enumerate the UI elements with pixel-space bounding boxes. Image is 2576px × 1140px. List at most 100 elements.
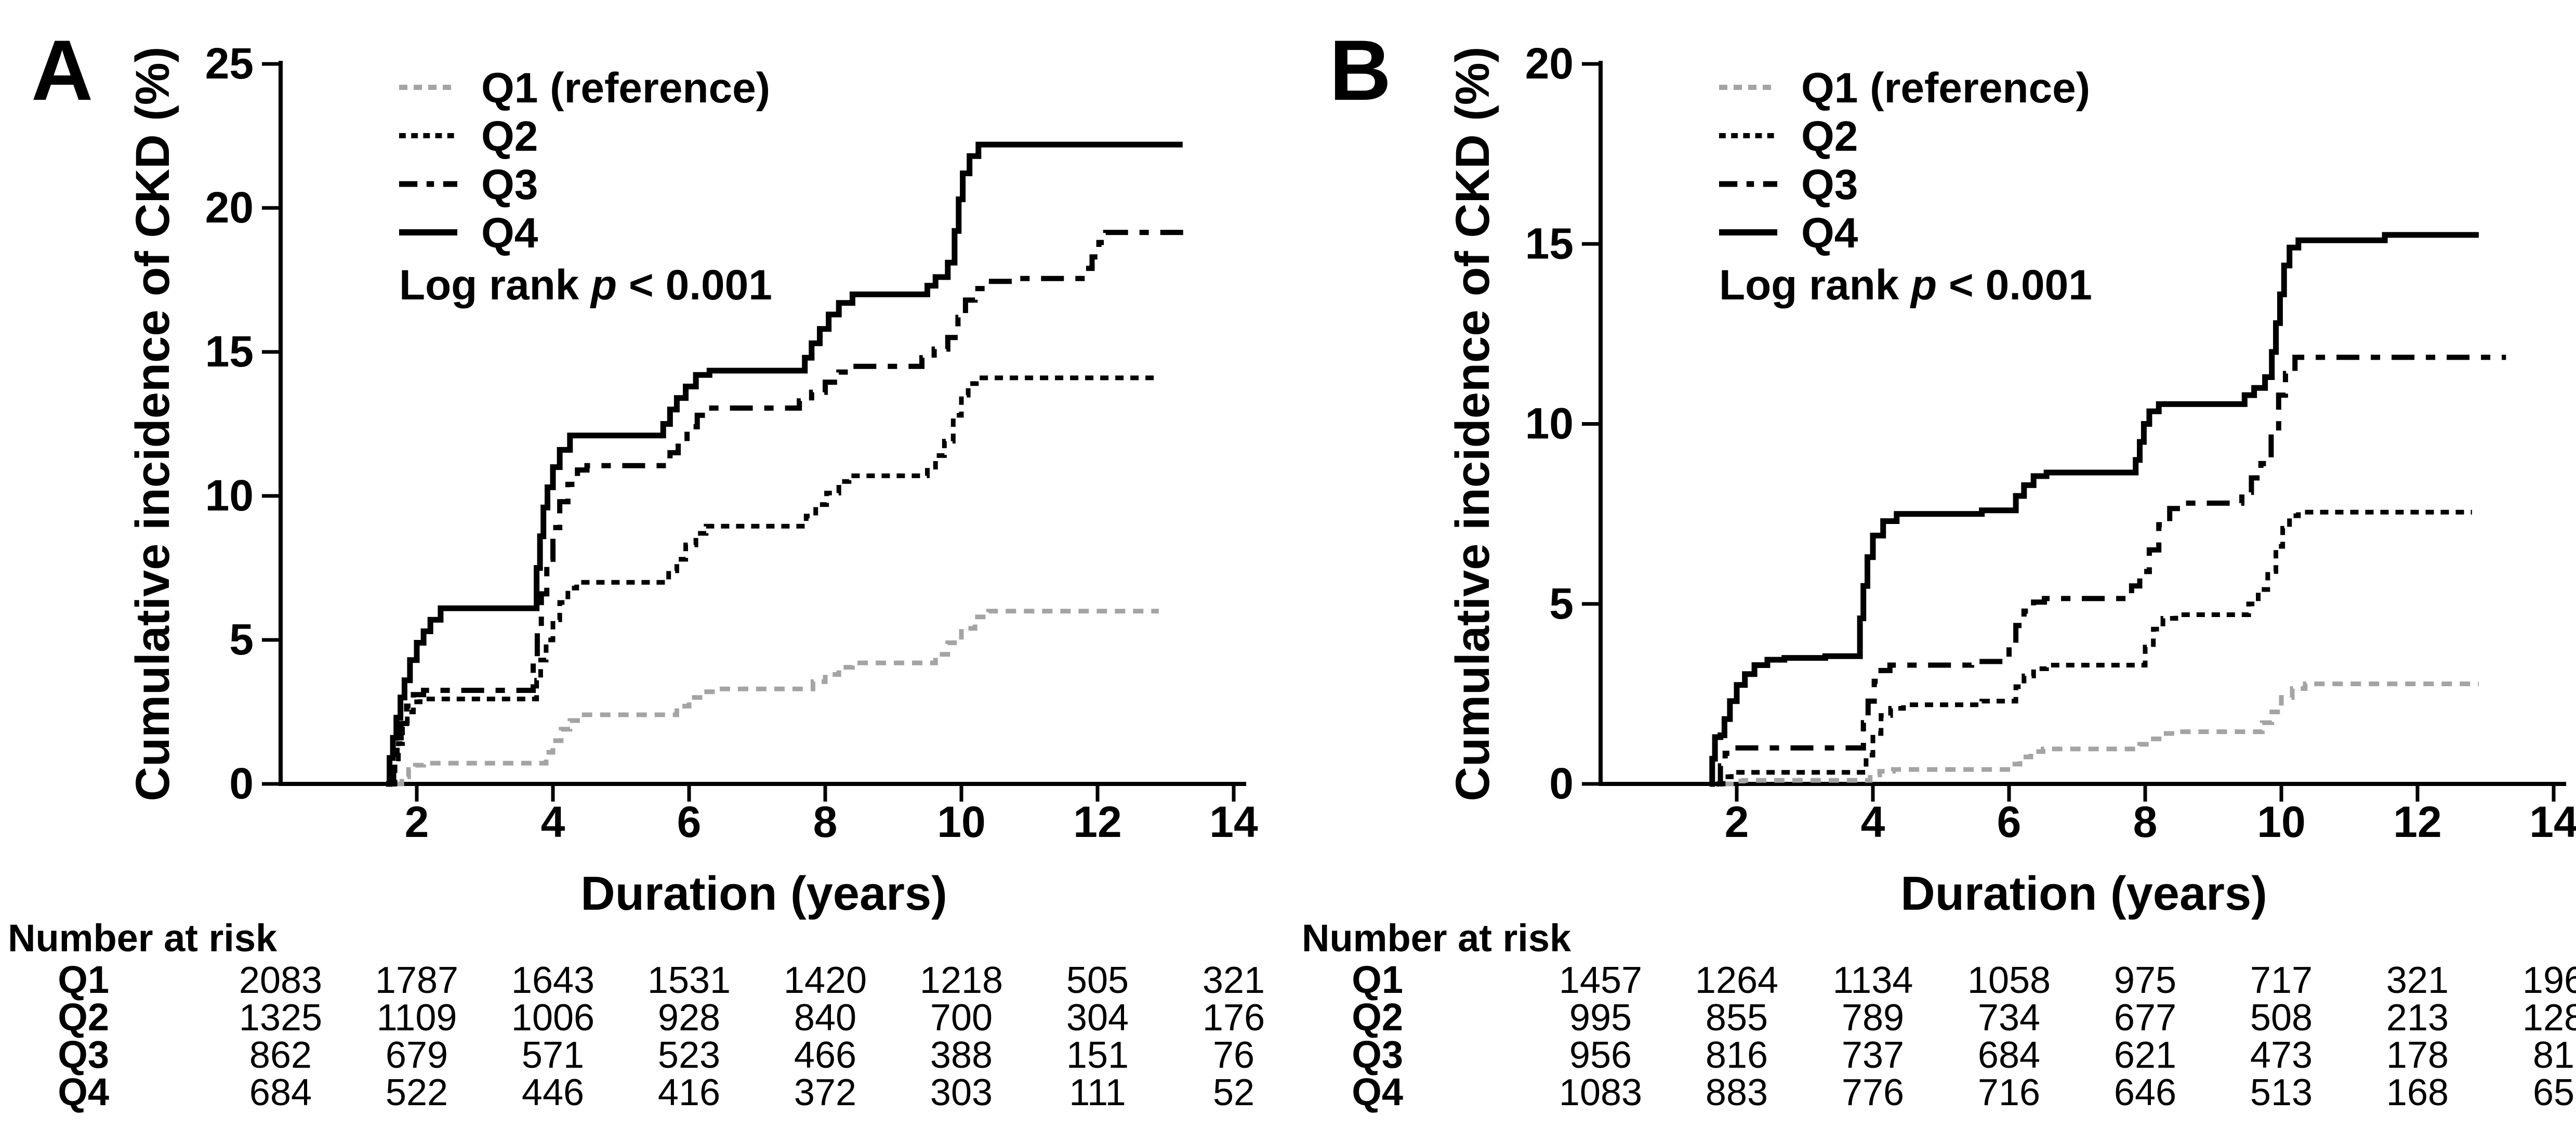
x-tick-label: 4	[1861, 797, 1885, 846]
x-tick-label: 8	[813, 797, 838, 846]
risk-value: 928	[658, 997, 720, 1039]
y-tick-label: 20	[205, 183, 254, 232]
risk-value: 1264	[1695, 960, 1778, 1001]
risk-row-label: Q2	[1352, 995, 1403, 1039]
risk-value: 76	[1213, 1034, 1254, 1076]
legend-label-q3: Q3	[481, 161, 538, 208]
risk-row-label: Q2	[58, 995, 109, 1039]
y-tick-label: 10	[1525, 399, 1574, 448]
legend-label-q2: Q2	[481, 113, 538, 160]
risk-row-label: Q1	[1352, 958, 1403, 1001]
series-q3-curve	[389, 230, 1186, 787]
risk-value: 1218	[920, 960, 1003, 1001]
y-tick-label: 25	[205, 39, 254, 88]
logrank-annotation: Log rank p < 0.001	[1719, 261, 2092, 309]
risk-value: 128	[2522, 997, 2576, 1039]
logrank-prefix: Log rank	[1719, 261, 1911, 309]
risk-row-label: Q3	[1352, 1033, 1403, 1076]
risk-row-label: Q4	[1352, 1070, 1403, 1113]
risk-value: 1109	[377, 997, 457, 1039]
logrank-suffix: < 0.001	[1937, 261, 2092, 309]
risk-value: 505	[1066, 960, 1129, 1001]
x-tick-label: 14	[1209, 797, 1258, 846]
risk-value: 717	[2250, 960, 2313, 1001]
risk-value: 677	[2114, 997, 2176, 1039]
risk-value: 1643	[511, 960, 595, 1001]
risk-value: 737	[1842, 1034, 1904, 1076]
legend-label-q4: Q4	[1801, 209, 1858, 257]
risk-value: 508	[2250, 997, 2313, 1039]
risk-row-label: Q4	[58, 1070, 109, 1113]
risk-value: 776	[1842, 1072, 1904, 1113]
x-tick-label: 2	[1725, 797, 1749, 846]
risk-value: 196	[2522, 960, 2576, 1001]
logrank-p: p	[590, 261, 617, 309]
risk-value: 646	[2114, 1072, 2176, 1113]
panel-letter-a: A	[31, 22, 93, 118]
risk-value: 684	[249, 1072, 312, 1113]
series-q4-curve	[386, 141, 1183, 787]
y-tick-label: 15	[1525, 219, 1574, 268]
y-tick-label: 0	[1549, 759, 1574, 808]
risk-value: 372	[794, 1072, 856, 1113]
risk-value: 684	[1978, 1034, 2040, 1076]
risk-value: 956	[1569, 1034, 1632, 1076]
risk-value: 840	[794, 997, 856, 1039]
series-q1-curve	[1723, 682, 2479, 787]
y-tick-label: 10	[205, 471, 254, 520]
risk-value: 571	[522, 1034, 584, 1076]
y-axis-title: Cumulative incidence of CKD (%)	[1446, 47, 1499, 802]
risk-value: 734	[1978, 997, 2040, 1039]
risk-value: 168	[2386, 1072, 2449, 1113]
x-axis-title: Duration (years)	[1900, 867, 2267, 920]
legend-label-q4: Q4	[481, 209, 538, 257]
risk-value: 621	[2114, 1034, 2176, 1076]
risk-value: 716	[1978, 1072, 2040, 1113]
risk-value: 700	[930, 997, 993, 1039]
x-tick-label: 6	[1997, 797, 2022, 846]
legend-label-q1: Q1 (reference)	[481, 64, 770, 112]
x-tick-label: 10	[2257, 797, 2305, 846]
risk-value: 65	[2533, 1072, 2574, 1113]
risk-value: 388	[930, 1034, 993, 1076]
series-q4-curve	[1709, 232, 2479, 787]
risk-value: 1531	[648, 960, 731, 1001]
risk-value: 883	[1706, 1072, 1768, 1113]
risk-value: 995	[1569, 997, 1632, 1039]
legend-label-q2: Q2	[1801, 113, 1858, 160]
risk-value: 303	[930, 1072, 993, 1113]
x-tick-label: 14	[2529, 797, 2576, 846]
risk-value: 1058	[1967, 960, 2051, 1001]
risk-table-title: Number at risk	[8, 916, 278, 960]
risk-value: 1325	[239, 997, 322, 1039]
risk-value: 862	[249, 1034, 312, 1076]
x-tick-label: 2	[405, 797, 429, 846]
y-tick-label: 5	[229, 615, 254, 664]
logrank-annotation: Log rank p < 0.001	[399, 261, 772, 309]
risk-value: 513	[2250, 1072, 2313, 1113]
panel-b: B 0 5 10 15 20 2 4 6 8 10 12 14 Cumulative incidence …	[1302, 22, 2576, 1113]
risk-value: 321	[1203, 960, 1265, 1001]
risk-value: 52	[1213, 1072, 1254, 1113]
risk-value: 446	[522, 1072, 584, 1113]
risk-value: 1457	[1559, 960, 1642, 1001]
x-tick-label: 12	[2393, 797, 2441, 846]
x-tick-label: 8	[2133, 797, 2158, 846]
x-tick-label: 12	[1073, 797, 1121, 846]
y-axis-title: Cumulative incidence of CKD (%)	[126, 47, 179, 802]
y-tick-label: 20	[1525, 39, 1574, 88]
risk-value: 523	[658, 1034, 720, 1076]
risk-value: 416	[658, 1072, 720, 1113]
risk-value: 213	[2386, 997, 2449, 1039]
risk-value: 789	[1842, 997, 1904, 1039]
risk-value: 1083	[1559, 1072, 1642, 1113]
risk-value: 1420	[784, 960, 867, 1001]
risk-value: 1006	[511, 997, 595, 1039]
y-tick-label: 15	[205, 327, 254, 376]
x-tick-label: 4	[541, 797, 565, 846]
logrank-prefix: Log rank	[399, 261, 591, 309]
x-axis-title: Duration (years)	[580, 867, 947, 920]
risk-value: 2083	[239, 960, 322, 1001]
